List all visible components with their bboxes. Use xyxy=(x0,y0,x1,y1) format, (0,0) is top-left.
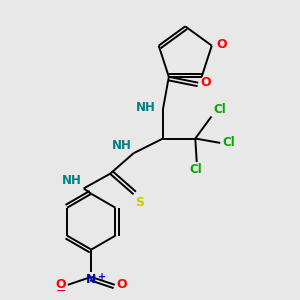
Text: −: − xyxy=(56,285,66,298)
Text: Cl: Cl xyxy=(213,103,226,116)
Text: O: O xyxy=(216,38,226,51)
Text: S: S xyxy=(135,196,144,209)
Text: +: + xyxy=(98,272,106,283)
Text: O: O xyxy=(200,76,211,88)
Text: Cl: Cl xyxy=(222,136,235,148)
Text: N: N xyxy=(86,273,96,286)
Text: O: O xyxy=(56,278,66,291)
Text: NH: NH xyxy=(136,101,156,114)
Text: Cl: Cl xyxy=(190,164,203,176)
Text: NH: NH xyxy=(112,139,132,152)
Text: NH: NH xyxy=(62,174,82,187)
Text: O: O xyxy=(116,278,127,291)
